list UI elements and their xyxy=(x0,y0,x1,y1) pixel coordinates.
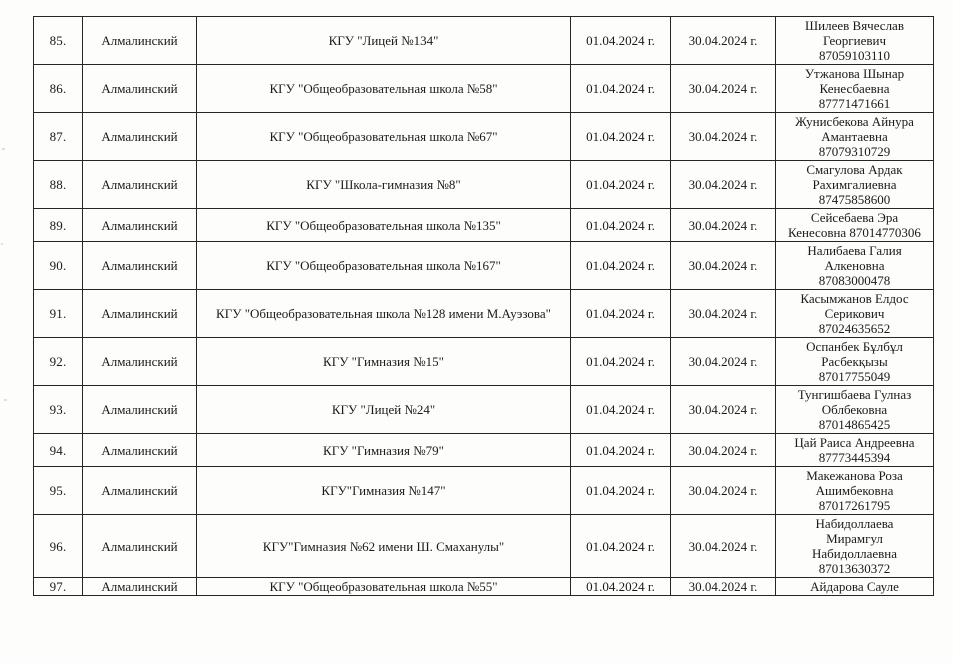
start-date-cell: 01.04.2024 г. xyxy=(570,433,671,467)
contact-cell: Айдарова Сауле xyxy=(775,577,934,596)
contact-cell: Шилеев Вячеслав Георгиевич 87059103110 xyxy=(775,16,934,65)
contact-cell: Жунисбекова Айнура Амантаевна 8707931072… xyxy=(775,112,934,161)
row-number-cell: 88. xyxy=(33,160,83,209)
contact-cell: Утжанова Шынар Кенесбаевна 87771471661 xyxy=(775,64,934,113)
schools-table: 85. Алмалинский КГУ "Лицей №134" 01.04.2… xyxy=(33,16,934,596)
start-date-cell: 01.04.2024 г. xyxy=(570,241,671,290)
scan-speck xyxy=(4,399,7,401)
start-date-cell: 01.04.2024 г. xyxy=(570,112,671,161)
table-row: 88. Алмалинский КГУ "Школа-гимназия №8" … xyxy=(33,160,934,209)
district-cell: Алмалинский xyxy=(82,577,197,596)
scan-speck xyxy=(2,148,5,150)
start-date-cell: 01.04.2024 г. xyxy=(570,208,671,242)
contact-cell: Макежанова Роза Ашимбековна 87017261795 xyxy=(775,466,934,515)
row-number-cell: 96. xyxy=(33,514,83,578)
school-name-cell: КГУ "Гимназия №79" xyxy=(196,433,571,467)
table-row: 87. Алмалинский КГУ "Общеобразовательная… xyxy=(33,112,934,161)
table-row: 92. Алмалинский КГУ "Гимназия №15" 01.04… xyxy=(33,337,934,386)
district-cell: Алмалинский xyxy=(82,466,197,515)
school-name-cell: КГУ "Общеобразовательная школа №135" xyxy=(196,208,571,242)
end-date-cell: 30.04.2024 г. xyxy=(670,160,776,209)
table-row: 97. Алмалинский КГУ "Общеобразовательная… xyxy=(33,577,934,596)
district-cell: Алмалинский xyxy=(82,433,197,467)
row-number-cell: 87. xyxy=(33,112,83,161)
end-date-cell: 30.04.2024 г. xyxy=(670,433,776,467)
district-cell: Алмалинский xyxy=(82,289,197,338)
school-name-cell: КГУ "Гимназия №15" xyxy=(196,337,571,386)
district-cell: Алмалинский xyxy=(82,337,197,386)
scan-speck xyxy=(1,243,3,245)
end-date-cell: 30.04.2024 г. xyxy=(670,16,776,65)
row-number-cell: 93. xyxy=(33,385,83,434)
end-date-cell: 30.04.2024 г. xyxy=(670,577,776,596)
district-cell: Алмалинский xyxy=(82,16,197,65)
contact-cell: Налибаева Галия Алкеновна 87083000478 xyxy=(775,241,934,290)
district-cell: Алмалинский xyxy=(82,514,197,578)
row-number-cell: 95. xyxy=(33,466,83,515)
table-row: 90. Алмалинский КГУ "Общеобразовательная… xyxy=(33,241,934,290)
district-cell: Алмалинский xyxy=(82,241,197,290)
contact-cell: Сейсебаева Эра Кенесовна 87014770306 xyxy=(775,208,934,242)
school-name-cell: КГУ "Общеобразовательная школа №128 имен… xyxy=(196,289,571,338)
row-number-cell: 94. xyxy=(33,433,83,467)
end-date-cell: 30.04.2024 г. xyxy=(670,337,776,386)
district-cell: Алмалинский xyxy=(82,112,197,161)
table-row: 95. Алмалинский КГУ"Гимназия №147" 01.04… xyxy=(33,466,934,515)
school-name-cell: КГУ "Общеобразовательная школа №167" xyxy=(196,241,571,290)
district-cell: Алмалинский xyxy=(82,160,197,209)
row-number-cell: 89. xyxy=(33,208,83,242)
school-name-cell: КГУ "Школа-гимназия №8" xyxy=(196,160,571,209)
end-date-cell: 30.04.2024 г. xyxy=(670,241,776,290)
row-number-cell: 97. xyxy=(33,577,83,596)
end-date-cell: 30.04.2024 г. xyxy=(670,514,776,578)
start-date-cell: 01.04.2024 г. xyxy=(570,577,671,596)
start-date-cell: 01.04.2024 г. xyxy=(570,289,671,338)
contact-cell: Смагулова Ардак Рахимгалиевна 8747585860… xyxy=(775,160,934,209)
end-date-cell: 30.04.2024 г. xyxy=(670,112,776,161)
schools-table-body: 85. Алмалинский КГУ "Лицей №134" 01.04.2… xyxy=(33,16,934,596)
row-number-cell: 86. xyxy=(33,64,83,113)
row-number-cell: 92. xyxy=(33,337,83,386)
table-row: 93. Алмалинский КГУ "Лицей №24" 01.04.20… xyxy=(33,385,934,434)
start-date-cell: 01.04.2024 г. xyxy=(570,64,671,113)
row-number-cell: 85. xyxy=(33,16,83,65)
school-name-cell: КГУ"Гимназия №147" xyxy=(196,466,571,515)
school-name-cell: КГУ "Общеобразовательная школа №67" xyxy=(196,112,571,161)
start-date-cell: 01.04.2024 г. xyxy=(570,385,671,434)
start-date-cell: 01.04.2024 г. xyxy=(570,466,671,515)
school-name-cell: КГУ "Общеобразовательная школа №55" xyxy=(196,577,571,596)
end-date-cell: 30.04.2024 г. xyxy=(670,289,776,338)
table-row: 85. Алмалинский КГУ "Лицей №134" 01.04.2… xyxy=(33,16,934,65)
school-name-cell: КГУ "Лицей №24" xyxy=(196,385,571,434)
end-date-cell: 30.04.2024 г. xyxy=(670,466,776,515)
table-row: 94. Алмалинский КГУ "Гимназия №79" 01.04… xyxy=(33,433,934,467)
table-row: 96. Алмалинский КГУ"Гимназия №62 имени Ш… xyxy=(33,514,934,578)
contact-cell: Оспанбек Бұлбұл Расбекқызы 87017755049 xyxy=(775,337,934,386)
start-date-cell: 01.04.2024 г. xyxy=(570,337,671,386)
table-row: 89. Алмалинский КГУ "Общеобразовательная… xyxy=(33,208,934,242)
end-date-cell: 30.04.2024 г. xyxy=(670,64,776,113)
school-name-cell: КГУ "Лицей №134" xyxy=(196,16,571,65)
start-date-cell: 01.04.2024 г. xyxy=(570,514,671,578)
end-date-cell: 30.04.2024 г. xyxy=(670,208,776,242)
end-date-cell: 30.04.2024 г. xyxy=(670,385,776,434)
contact-cell: Цай Раиса Андреевна 87773445394 xyxy=(775,433,934,467)
row-number-cell: 91. xyxy=(33,289,83,338)
start-date-cell: 01.04.2024 г. xyxy=(570,16,671,65)
table-row: 86. Алмалинский КГУ "Общеобразовательная… xyxy=(33,64,934,113)
contact-cell: Набидоллаева Мирамгул Набидоллаевна 8701… xyxy=(775,514,934,578)
school-name-cell: КГУ"Гимназия №62 имени Ш. Смаханулы" xyxy=(196,514,571,578)
contact-cell: Касымжанов Елдос Серикович 87024635652 xyxy=(775,289,934,338)
table-row: 91. Алмалинский КГУ "Общеобразовательная… xyxy=(33,289,934,338)
row-number-cell: 90. xyxy=(33,241,83,290)
contact-cell: Тунгишбаева Гулназ Облбековна 8701486542… xyxy=(775,385,934,434)
start-date-cell: 01.04.2024 г. xyxy=(570,160,671,209)
district-cell: Алмалинский xyxy=(82,385,197,434)
district-cell: Алмалинский xyxy=(82,64,197,113)
district-cell: Алмалинский xyxy=(82,208,197,242)
school-name-cell: КГУ "Общеобразовательная школа №58" xyxy=(196,64,571,113)
